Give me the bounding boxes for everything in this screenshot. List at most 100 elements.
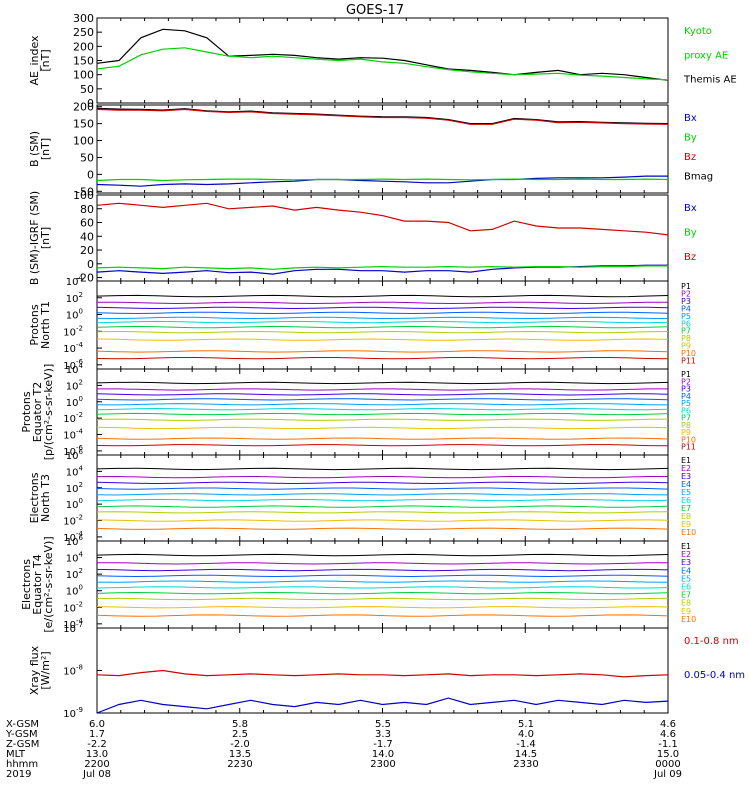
channel-line	[96, 350, 669, 353]
legend-entry: P6	[681, 319, 691, 328]
legend-entry: Kyoto	[684, 26, 712, 37]
y-tick-label: 50	[80, 83, 94, 96]
legend-entry: Bmag	[684, 172, 713, 183]
y-tick-label: 104	[66, 274, 84, 288]
panel-4: ProtonsNorth T110410210010-210-410-6P1P2…	[28, 274, 696, 372]
y-tick-label: 102	[66, 378, 83, 392]
channel-line	[96, 320, 669, 324]
legend-entry: P10	[681, 349, 696, 358]
y-axis-label: AE_index[nT]	[28, 35, 52, 86]
series-line	[96, 697, 669, 714]
panel-8: Xray flux[W/m²] 10-7 10-8 10-9 0.1-0.8 nm 0.0…	[28, 621, 745, 720]
y-axis-label-line: [W/m²]	[39, 651, 52, 689]
legend-entry: E6	[681, 583, 691, 592]
y-tick-label: 100	[73, 135, 94, 148]
channel-line	[96, 418, 669, 421]
series-line	[96, 47, 669, 81]
y-axis-label: B (SM)-IGRF (SM)[nT]	[28, 191, 52, 285]
y-axis-label-line: North T1	[39, 301, 52, 349]
y-tick-label: 100	[66, 584, 83, 598]
y-tick-label: -50	[76, 185, 94, 198]
panels: AE_index[nT]300250200150100500Kyotoproxy…	[20, 12, 745, 720]
series-line	[96, 669, 669, 678]
channel-line	[96, 294, 669, 298]
series-line	[96, 108, 669, 125]
y-tick-label: 10-2	[63, 514, 83, 528]
y-tick-label: 0	[87, 168, 94, 181]
panel-2: B (SM)[nT] 200 150 100 50 0 -50 Bx By Bz Bmag	[28, 101, 713, 199]
legend-entry: E10	[681, 615, 696, 624]
y-tick-label: 200	[73, 40, 94, 53]
channel-line	[96, 437, 669, 440]
y-tick-label: 10-9	[63, 706, 83, 720]
y-tick-label: 0	[87, 97, 94, 110]
x-tick-value: -2.0	[230, 739, 250, 750]
legend-entry: E7	[681, 591, 691, 600]
y-tick-label: 102	[66, 567, 83, 581]
channel-line	[96, 580, 669, 583]
channel-line	[96, 306, 669, 310]
channel-line	[96, 614, 669, 617]
channel-line	[96, 412, 669, 416]
legend-entry: P8	[681, 334, 691, 343]
legend-entry: P11	[681, 443, 696, 452]
y-tick-label: 0	[87, 258, 94, 271]
x-tick-value: 2230	[227, 759, 252, 770]
y-tick-label: 106	[66, 534, 84, 548]
x-tick-value: 6.0	[89, 719, 105, 730]
y-axis-label-line: B (SM)-IGRF (SM)	[28, 191, 41, 285]
y-axis-label-line: AE_index	[28, 35, 41, 86]
y-tick-label: 10-4	[63, 341, 83, 355]
y-axis-label-line: North T3	[39, 474, 52, 522]
y-axis-label-line: Electrons	[28, 472, 41, 523]
x-row-label: X-GSM	[6, 719, 39, 730]
legend-entry: P4	[681, 304, 691, 313]
legend-entry: Bz	[684, 252, 696, 263]
y-tick-label: 100	[66, 395, 83, 409]
x-tick-value: 2.5	[232, 729, 248, 740]
legend-entry: E7	[681, 504, 691, 513]
series-line	[96, 202, 669, 236]
x-tick-value: Jul 08	[82, 769, 111, 780]
y-tick-label: 150	[73, 118, 94, 131]
y-tick-label: 300	[73, 12, 94, 25]
y-tick-label: 102	[66, 481, 83, 495]
channel-line	[96, 487, 669, 490]
y-axis-label-line: Equator T4	[31, 554, 44, 614]
legend-entry: 0.1-0.8 nm	[684, 636, 739, 647]
y-axis-label-line: Equator T2	[31, 382, 44, 442]
y-tick-label: 40	[80, 230, 94, 243]
legend-entry: P3	[681, 297, 691, 306]
legend-entry: E4	[681, 480, 691, 489]
channel-line	[96, 330, 669, 334]
legend-entry: P11	[681, 357, 696, 366]
legend-entry: E1	[681, 456, 691, 465]
channel-line	[96, 381, 669, 385]
channel-line	[96, 562, 668, 565]
x-row-label: hhmm	[6, 759, 38, 770]
y-tick-label: 100	[66, 497, 83, 511]
y-axis-label-line: Electrons	[20, 559, 33, 610]
y-axis-label: ProtonsNorth T1	[28, 301, 52, 349]
y-axis-label: ElectronsEquator T4[e/(cm²-s-sr-keV)]	[20, 536, 55, 632]
x-tick-value: 4.6	[660, 719, 676, 730]
channel-line	[96, 403, 669, 406]
x-tick-value: Jul 09	[653, 769, 682, 780]
y-axis-label: B (SM)[nT]	[28, 131, 52, 167]
x-row-label: 2019	[6, 769, 31, 780]
y-tick-label: -20	[76, 272, 94, 285]
channel-line	[96, 519, 669, 522]
legend-entry: By	[684, 228, 697, 239]
legend-entry: Bx	[684, 203, 697, 214]
y-axis-label-line: Protons	[20, 391, 33, 432]
x-tick-value: 5.1	[518, 719, 534, 730]
panel-7: ElectronsEquator T4[e/(cm²-s-sr-keV)] 106…	[20, 534, 696, 633]
legend-entry: E2	[681, 550, 691, 559]
channel-line	[96, 426, 669, 430]
legend-entry: P6	[681, 406, 691, 415]
channel-line	[96, 574, 669, 578]
y-tick-label: 100	[73, 189, 94, 202]
